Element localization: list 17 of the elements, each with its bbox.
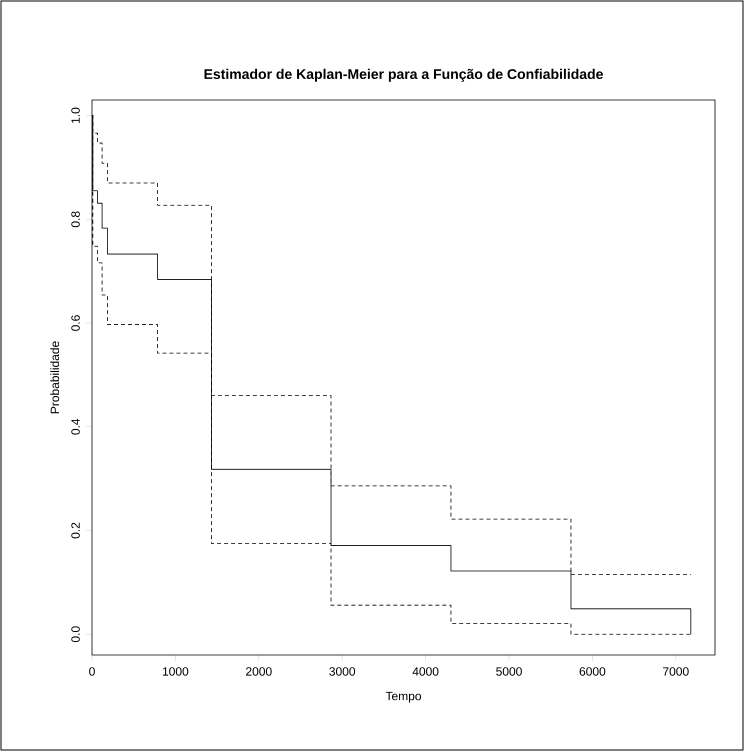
chart-title: Estimador de Kaplan-Meier para a Função de Confiabilidade <box>204 68 603 82</box>
y-tick-label: 0.6 <box>71 315 80 331</box>
y-tick-label: 0.4 <box>71 418 80 435</box>
y-tick-label: 0.8 <box>71 211 80 228</box>
y-tick-label: 1.0 <box>71 108 80 123</box>
x-tick-label: 6000 <box>580 667 606 676</box>
x-tick-label: 7000 <box>663 667 689 676</box>
y-tick-label: 0.0 <box>71 626 80 642</box>
x-tick-label: 3000 <box>329 667 356 676</box>
y-tick-label: 0.2 <box>71 522 80 538</box>
x-tick-label: 2000 <box>246 667 272 676</box>
x-tick-label: 1000 <box>162 667 188 676</box>
x-tick-label: 5000 <box>496 667 522 676</box>
y-axis-title: Probabilidade <box>50 341 60 414</box>
x-tick-label: 0 <box>89 667 95 676</box>
x-tick-label: 4000 <box>412 667 438 676</box>
x-axis-title: Tempo <box>386 692 422 703</box>
